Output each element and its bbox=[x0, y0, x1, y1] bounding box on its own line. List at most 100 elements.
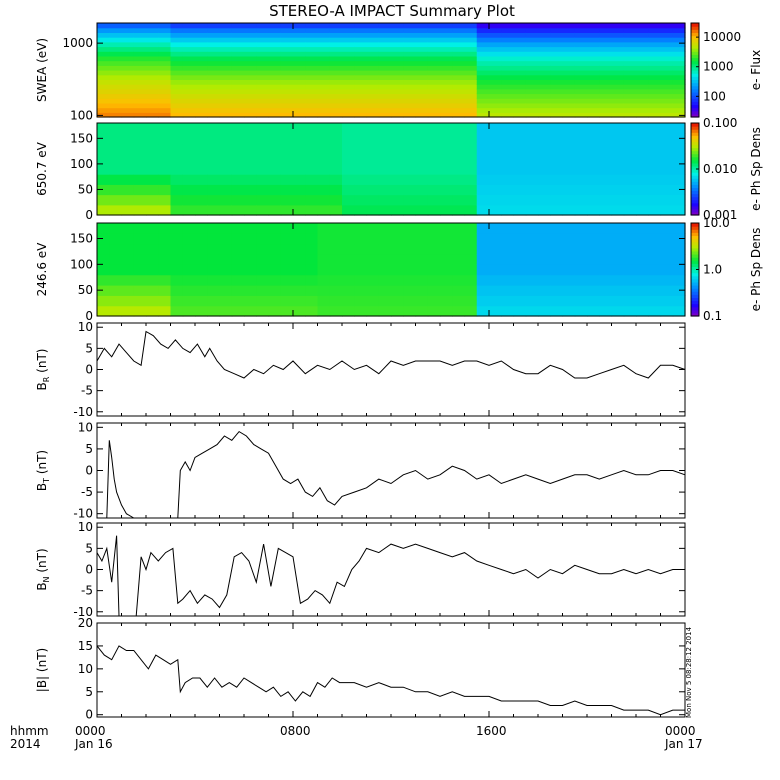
heatmap-cell bbox=[366, 65, 380, 71]
heatmap-cell bbox=[342, 184, 355, 196]
heatmap-cell bbox=[133, 88, 147, 95]
heatmap-cell bbox=[280, 65, 294, 71]
heatmap-cell bbox=[97, 194, 110, 206]
heatmap-cell bbox=[574, 84, 588, 90]
heatmap-cell bbox=[623, 60, 637, 66]
heatmap-cell bbox=[195, 41, 208, 48]
heatmap-cell bbox=[427, 153, 441, 165]
heatmap-cell bbox=[146, 32, 159, 38]
heatmap-cell bbox=[648, 295, 662, 307]
heatmap-cell bbox=[256, 163, 270, 175]
heatmap-cell bbox=[244, 107, 257, 113]
heatmap-cell bbox=[121, 55, 135, 62]
heatmap-cell bbox=[391, 70, 404, 76]
heatmap-cell bbox=[195, 51, 208, 57]
heatmap-cell bbox=[501, 37, 515, 43]
heatmap-cell bbox=[342, 174, 355, 185]
heatmap-cell bbox=[219, 51, 233, 57]
heatmap-cell bbox=[599, 143, 613, 155]
heatmap-cell bbox=[501, 223, 515, 234]
heatmap-cell bbox=[599, 295, 613, 307]
heatmap-cell bbox=[219, 112, 233, 118]
heatmap-cell bbox=[660, 93, 674, 99]
colorbar-cell bbox=[691, 247, 699, 252]
heatmap-cell bbox=[195, 305, 208, 317]
heatmap-cell bbox=[525, 163, 539, 175]
heatmap-cell bbox=[501, 79, 515, 85]
heatmap-cell bbox=[648, 194, 662, 206]
heatmap-cell bbox=[464, 184, 478, 196]
heatmap-cell bbox=[146, 46, 159, 52]
heatmap-cell bbox=[170, 32, 184, 38]
colorbar-cell bbox=[691, 254, 699, 258]
heatmap-cell bbox=[538, 305, 551, 317]
heatmap-cell bbox=[660, 27, 674, 33]
heatmap-cell bbox=[195, 243, 208, 255]
heatmap-cell bbox=[231, 112, 245, 118]
heatmap-cell bbox=[244, 274, 257, 286]
heatmap-cell bbox=[133, 93, 147, 99]
heatmap-cell bbox=[562, 74, 576, 80]
heatmap-cell bbox=[109, 243, 123, 255]
heatmap-cell bbox=[354, 107, 368, 113]
heatmap-cell bbox=[550, 243, 564, 255]
heatmap-cell bbox=[317, 88, 331, 95]
heatmap-cell bbox=[231, 184, 245, 196]
heatmap-cell bbox=[464, 37, 478, 43]
heatmap-cell bbox=[244, 243, 257, 255]
colorbar-tick-label: 10000 bbox=[703, 30, 741, 44]
heatmap-cell bbox=[538, 174, 551, 185]
heatmap-cell bbox=[501, 60, 515, 66]
heatmap-cell bbox=[158, 295, 172, 307]
y-tick-label: 10 bbox=[78, 662, 93, 676]
heatmap-cell bbox=[415, 98, 429, 104]
heatmap-cell bbox=[342, 194, 355, 206]
heatmap-cell bbox=[219, 46, 233, 52]
heatmap-cell bbox=[623, 143, 637, 155]
heatmap-cell bbox=[415, 41, 429, 48]
heatmap-cell bbox=[538, 233, 551, 245]
heatmap-cell bbox=[354, 65, 368, 71]
plot-title: STEREO-A IMPACT Summary Plot bbox=[269, 2, 515, 20]
heatmap-cell bbox=[268, 233, 282, 245]
heatmap-cell bbox=[636, 93, 649, 99]
heatmap-cell bbox=[501, 305, 515, 317]
heatmap-cell bbox=[489, 285, 502, 296]
heatmap-cell bbox=[121, 46, 135, 52]
y-tick-label: 0 bbox=[85, 708, 93, 722]
heatmap-cell bbox=[182, 27, 196, 33]
heatmap-cell bbox=[550, 65, 564, 71]
heatmap-cell bbox=[329, 51, 343, 57]
heatmap-cell bbox=[513, 74, 527, 80]
heatmap-cell bbox=[207, 204, 221, 216]
heatmap-cell bbox=[427, 223, 441, 234]
heatmap-cell bbox=[562, 93, 576, 99]
heatmap-cell bbox=[109, 285, 123, 296]
heatmap-cell bbox=[464, 163, 478, 175]
heatmap-cell bbox=[464, 153, 478, 165]
heatmap-cell bbox=[354, 243, 368, 255]
heatmap-cell bbox=[293, 88, 306, 95]
colorbar-cell bbox=[691, 147, 699, 152]
heatmap-cell bbox=[158, 37, 172, 43]
heatmap-cell bbox=[464, 60, 478, 66]
heatmap-cell bbox=[525, 27, 539, 33]
heatmap-cell bbox=[317, 41, 331, 48]
heatmap-cell bbox=[109, 184, 123, 196]
heatmap-cell bbox=[317, 79, 331, 85]
heatmap-cell bbox=[121, 274, 135, 286]
heatmap-cell bbox=[195, 143, 208, 155]
heatmap-cell bbox=[305, 112, 319, 118]
heatmap-cell bbox=[562, 163, 576, 175]
heatmap-cell bbox=[280, 70, 294, 76]
heatmap-cell bbox=[574, 93, 588, 99]
heatmap-cell bbox=[403, 60, 417, 66]
heatmap-cell bbox=[587, 98, 600, 104]
heatmap-cell bbox=[660, 65, 674, 71]
heatmap-cell bbox=[158, 98, 172, 104]
heatmap-cell bbox=[121, 23, 135, 29]
heatmap-cell bbox=[513, 184, 527, 196]
heatmap-cell bbox=[342, 41, 355, 48]
heatmap-cell bbox=[427, 184, 441, 196]
